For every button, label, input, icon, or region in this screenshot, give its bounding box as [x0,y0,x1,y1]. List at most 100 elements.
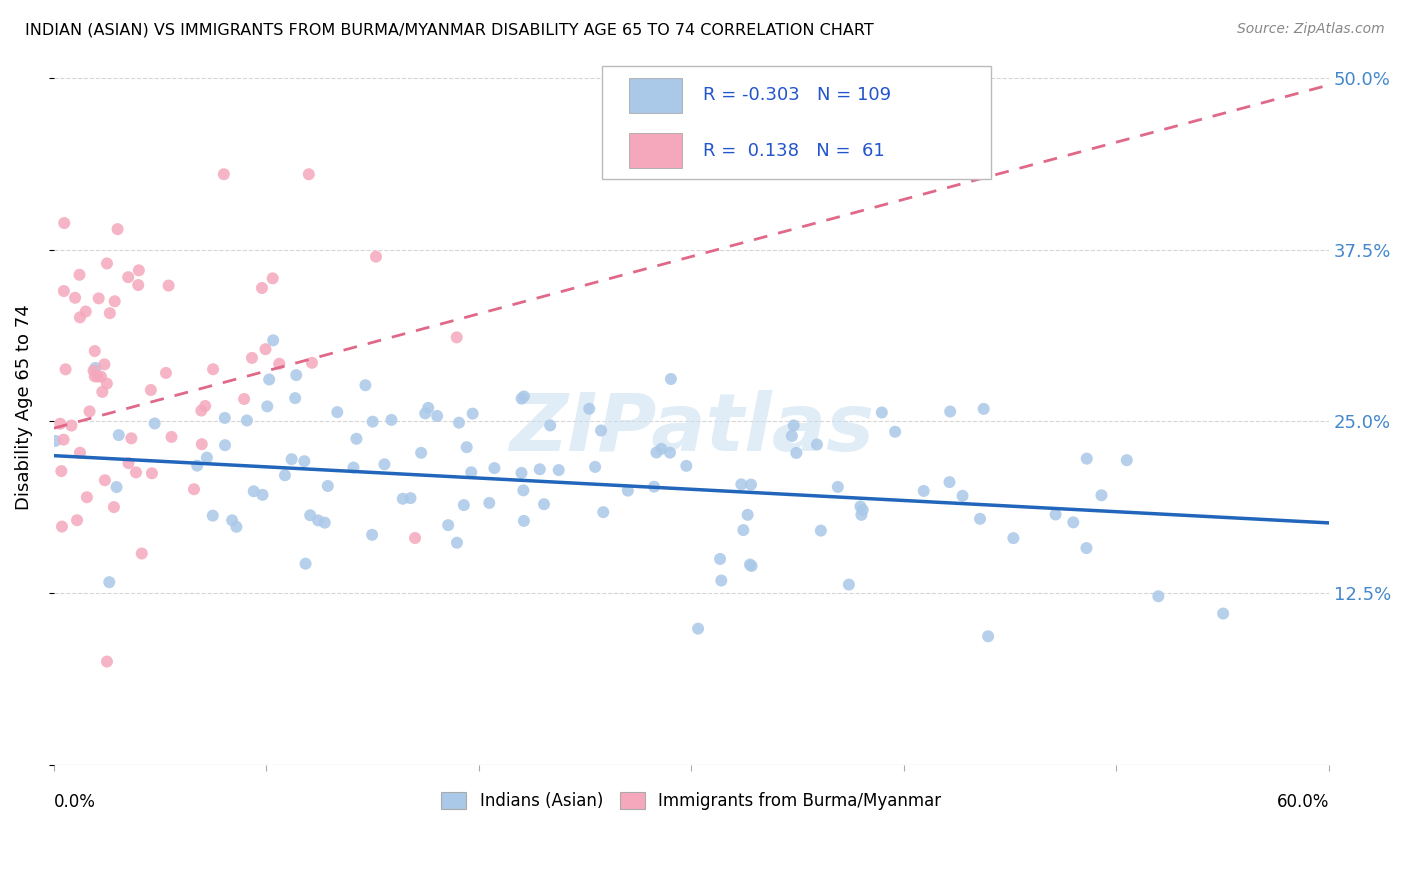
Point [160,430,183,444]
Point [810,524,832,538]
Point [1076,541,1098,555]
Text: 0.0%: 0.0% [53,793,96,812]
Point [221,513,243,527]
Point [589,424,612,438]
Point [294,557,316,571]
Point [977,629,1000,643]
Point [103,500,125,514]
Point [316,479,339,493]
Point [75,304,97,318]
Point [361,415,384,429]
Point [510,466,533,480]
Point [484,461,506,475]
Point [413,406,436,420]
Point [785,446,807,460]
Point [1115,453,1137,467]
Point [128,263,150,277]
Point [212,167,235,181]
Point [51,519,73,533]
Point [513,389,536,403]
Point [256,400,278,414]
Point [688,622,710,636]
Point [969,512,991,526]
Point [69,268,91,282]
Point [60,418,83,433]
Point [84,360,107,375]
Point [852,503,875,517]
Point [157,278,180,293]
Point [83,364,105,378]
Point [912,483,935,498]
Point [190,403,212,417]
Point [69,310,91,325]
Point [446,535,468,549]
Point [446,330,468,344]
Point [453,498,475,512]
Point [49,417,72,431]
Point [643,480,665,494]
Point [236,413,259,427]
Text: R = -0.303   N = 109: R = -0.303 N = 109 [703,87,891,104]
Point [125,466,148,480]
Point [69,446,91,460]
Point [851,508,873,522]
Point [55,362,77,376]
Point [939,404,962,418]
Point [411,446,433,460]
Point [284,391,307,405]
Text: R =  0.138   N =  61: R = 0.138 N = 61 [703,142,884,160]
Point [1076,451,1098,466]
Point [307,513,329,527]
Point [190,437,212,451]
Point [326,405,349,419]
Point [342,460,364,475]
Point [194,399,217,413]
Point [399,491,422,505]
Point [938,475,960,490]
Point [155,366,177,380]
Point [730,477,752,491]
Point [107,428,129,442]
Text: 60.0%: 60.0% [1277,793,1329,812]
Point [52,433,75,447]
Point [529,462,551,476]
Point [710,574,733,588]
Point [426,409,449,423]
Point [299,508,322,523]
Point [583,459,606,474]
Point [737,508,759,522]
Point [117,270,139,285]
Point [91,384,114,399]
Point [1062,516,1084,530]
Point [380,413,402,427]
Point [90,369,112,384]
Point [709,552,731,566]
Point [973,401,995,416]
Point [373,458,395,472]
Point [285,368,308,383]
Point [141,467,163,481]
Point [1212,607,1234,621]
Point [884,425,907,439]
Point [86,369,108,384]
Point [107,222,129,236]
Point [510,392,533,406]
Point [592,505,614,519]
Point [131,547,153,561]
Point [240,351,263,365]
Point [1147,589,1170,603]
Point [52,284,75,298]
Point [361,528,384,542]
Point [242,484,264,499]
Point [952,489,974,503]
Point [659,372,682,386]
Point [658,445,681,459]
Point [780,429,803,443]
Point [76,490,98,504]
Text: INDIAN (ASIAN) VS IMMIGRANTS FROM BURMA/MYANMAR DISABILITY AGE 65 TO 74 CORRELAT: INDIAN (ASIAN) VS IMMIGRANTS FROM BURMA/… [25,22,875,37]
Point [512,483,534,498]
Point [301,356,323,370]
Point [186,458,208,473]
Point [274,468,297,483]
Point [314,516,336,530]
